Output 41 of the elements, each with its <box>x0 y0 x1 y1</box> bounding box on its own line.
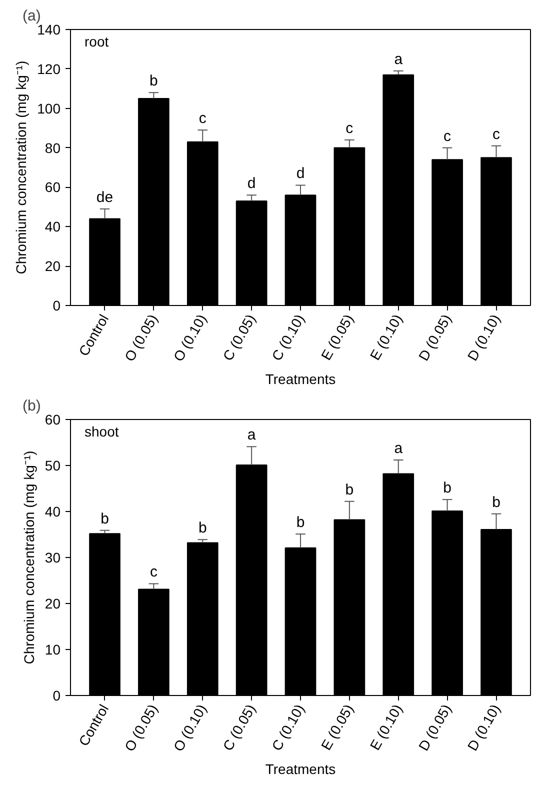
chart-subtitle: shoot <box>84 424 119 440</box>
annotation: a <box>394 50 404 68</box>
y-tick-label: 100 <box>37 100 61 116</box>
annotation: c <box>150 564 158 581</box>
chart-title: (b) <box>22 398 41 414</box>
annotation: a <box>247 426 256 444</box>
y-tick-label: 120 <box>37 60 61 77</box>
y-tick-label: 40 <box>44 504 61 520</box>
y-axis-title: Chromium concentration (mg kg⁻¹) <box>13 60 30 274</box>
y-tick-label: 10 <box>44 642 61 658</box>
y-tick-label: 30 <box>44 550 61 566</box>
y-tick-label: 60 <box>44 179 61 196</box>
y-tick-label: 20 <box>44 596 61 612</box>
chart-title: (a) <box>22 8 41 24</box>
annotation: c <box>198 110 207 128</box>
annotation: c <box>492 126 500 143</box>
annotation: d <box>296 165 305 182</box>
chart-subtitle: root <box>84 34 109 50</box>
annotation: b <box>443 480 452 497</box>
y-tick-label: 0 <box>52 688 61 704</box>
y-tick-label: 40 <box>44 218 61 235</box>
x-axis-title: Treatments <box>265 371 336 388</box>
annotation: a <box>394 440 404 457</box>
x-axis-title: Treatments <box>265 761 336 778</box>
y-tick-label: 0 <box>52 298 61 314</box>
y-tick-label: 140 <box>37 22 61 38</box>
annotation: b <box>345 481 354 498</box>
y-tick-label: 50 <box>44 458 61 474</box>
annotation: b <box>296 514 305 532</box>
annotation: b <box>150 72 158 90</box>
annotation: b <box>492 494 500 511</box>
y-tick-label: 20 <box>44 258 61 274</box>
annotation: d <box>247 175 256 192</box>
annotation: de <box>96 188 114 206</box>
y-tick-label: 80 <box>44 140 61 156</box>
annotation: b <box>198 520 207 537</box>
annotation: c <box>346 120 354 137</box>
annotation: c <box>444 128 452 145</box>
y-tick-label: 60 <box>44 412 61 428</box>
y-axis-title: Chromium concentration (mg kg⁻¹) <box>20 450 37 664</box>
annotation: b <box>100 510 109 528</box>
